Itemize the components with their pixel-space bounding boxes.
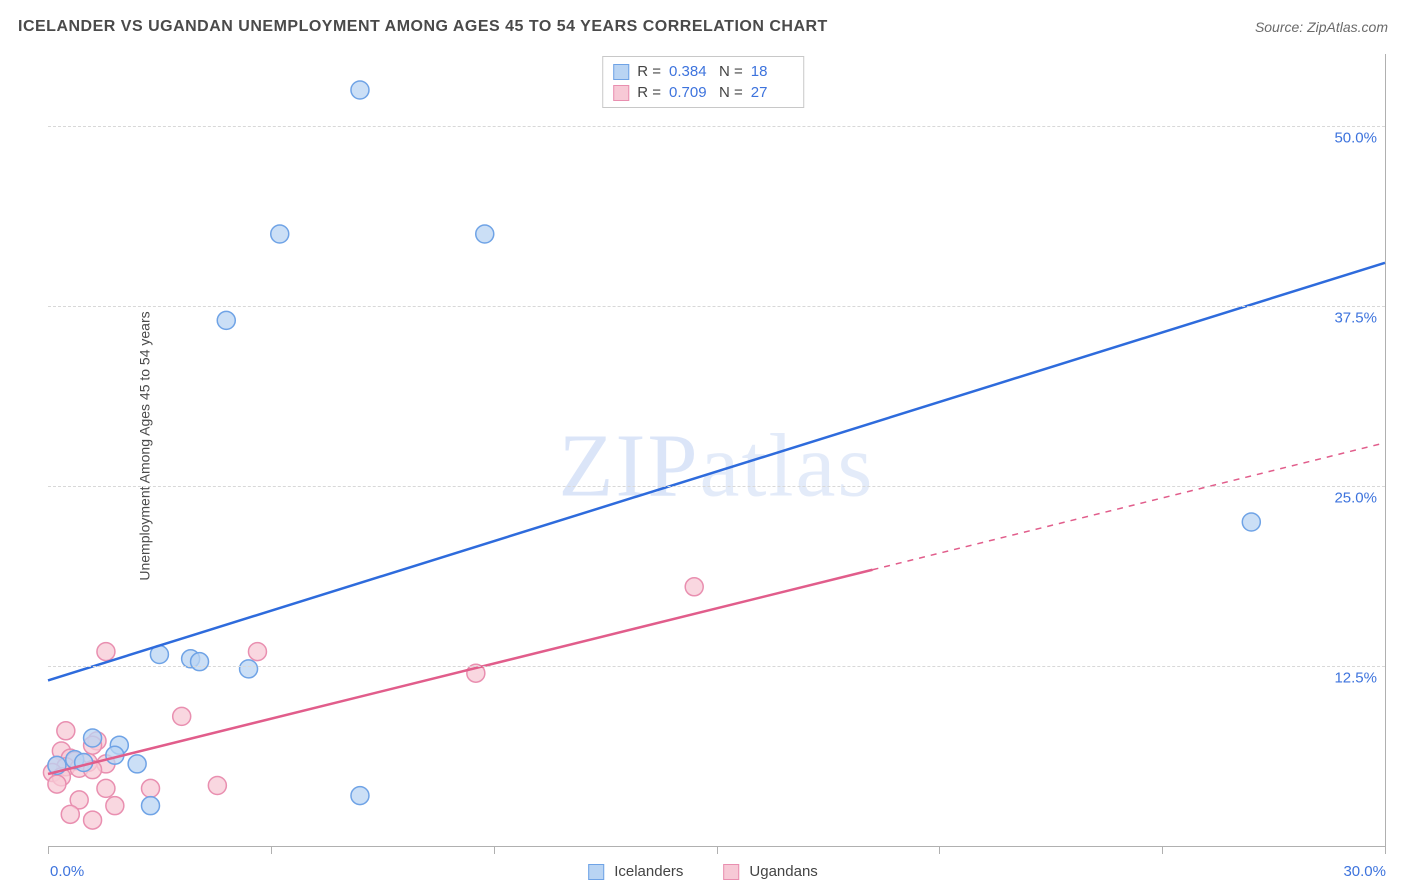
data-point bbox=[48, 775, 66, 793]
data-point bbox=[128, 755, 146, 773]
y-tick-label: 25.0% bbox=[1334, 490, 1377, 507]
data-point bbox=[240, 660, 258, 678]
data-point bbox=[351, 787, 369, 805]
stat-n-label: N = bbox=[719, 84, 743, 101]
title-bar: ICELANDER VS UGANDAN UNEMPLOYMENT AMONG … bbox=[18, 18, 1388, 36]
chart-title: ICELANDER VS UGANDAN UNEMPLOYMENT AMONG … bbox=[18, 18, 828, 36]
grid-line bbox=[48, 486, 1385, 487]
data-point bbox=[106, 797, 124, 815]
swatch-icelanders bbox=[613, 64, 629, 80]
data-point bbox=[173, 707, 191, 725]
data-point bbox=[142, 779, 160, 797]
stat-n-label: N = bbox=[719, 63, 743, 80]
data-point bbox=[476, 225, 494, 243]
stat-r-label: R = bbox=[637, 63, 661, 80]
grid-line bbox=[48, 666, 1385, 667]
data-point bbox=[97, 643, 115, 661]
stat-n-val-icelanders: 18 bbox=[751, 63, 793, 80]
swatch-ugandans bbox=[613, 85, 629, 101]
chart-svg bbox=[48, 54, 1385, 846]
legend-label-icelanders: Icelanders bbox=[614, 863, 683, 880]
stat-n-val-ugandans: 27 bbox=[751, 84, 793, 101]
x-axis-min-label: 0.0% bbox=[50, 863, 84, 880]
source-label: Source: ZipAtlas.com bbox=[1255, 19, 1388, 35]
y-tick-label: 50.0% bbox=[1334, 130, 1377, 147]
regression-line-dashed bbox=[872, 443, 1385, 570]
x-tick bbox=[939, 846, 940, 854]
legend-label-ugandans: Ugandans bbox=[749, 863, 817, 880]
data-point bbox=[97, 779, 115, 797]
data-point bbox=[1242, 513, 1260, 531]
stat-r-val-icelanders: 0.384 bbox=[669, 63, 711, 80]
data-point bbox=[191, 653, 209, 671]
legend-item-ugandans: Ugandans bbox=[723, 863, 817, 880]
data-point bbox=[248, 643, 266, 661]
stats-row-ugandans: R = 0.709 N = 27 bbox=[613, 82, 793, 103]
data-point bbox=[271, 225, 289, 243]
stat-r-label: R = bbox=[637, 84, 661, 101]
legend-swatch-icelanders bbox=[588, 864, 604, 880]
x-tick bbox=[48, 846, 49, 854]
regression-line bbox=[48, 263, 1385, 681]
y-tick-label: 12.5% bbox=[1334, 670, 1377, 687]
data-point bbox=[61, 805, 79, 823]
grid-line bbox=[48, 306, 1385, 307]
plot-area: ZIPatlas 12.5%25.0%37.5%50.0% bbox=[48, 54, 1386, 847]
data-point bbox=[208, 777, 226, 795]
x-tick bbox=[494, 846, 495, 854]
data-point bbox=[351, 81, 369, 99]
x-axis-max-label: 30.0% bbox=[1343, 863, 1386, 880]
stat-r-val-ugandans: 0.709 bbox=[669, 84, 711, 101]
legend-item-icelanders: Icelanders bbox=[588, 863, 683, 880]
legend-bottom: Icelanders Ugandans bbox=[588, 863, 818, 880]
stats-row-icelanders: R = 0.384 N = 18 bbox=[613, 61, 793, 82]
data-point bbox=[217, 311, 235, 329]
x-tick bbox=[1162, 846, 1163, 854]
x-tick bbox=[1385, 846, 1386, 854]
data-point bbox=[142, 797, 160, 815]
data-point bbox=[57, 722, 75, 740]
x-tick bbox=[717, 846, 718, 854]
x-tick bbox=[271, 846, 272, 854]
grid-line bbox=[48, 126, 1385, 127]
data-point bbox=[685, 578, 703, 596]
data-point bbox=[84, 811, 102, 829]
legend-swatch-ugandans bbox=[723, 864, 739, 880]
data-point bbox=[84, 729, 102, 747]
stats-box: R = 0.384 N = 18 R = 0.709 N = 27 bbox=[602, 56, 804, 108]
y-tick-label: 37.5% bbox=[1334, 310, 1377, 327]
regression-line bbox=[48, 570, 872, 774]
